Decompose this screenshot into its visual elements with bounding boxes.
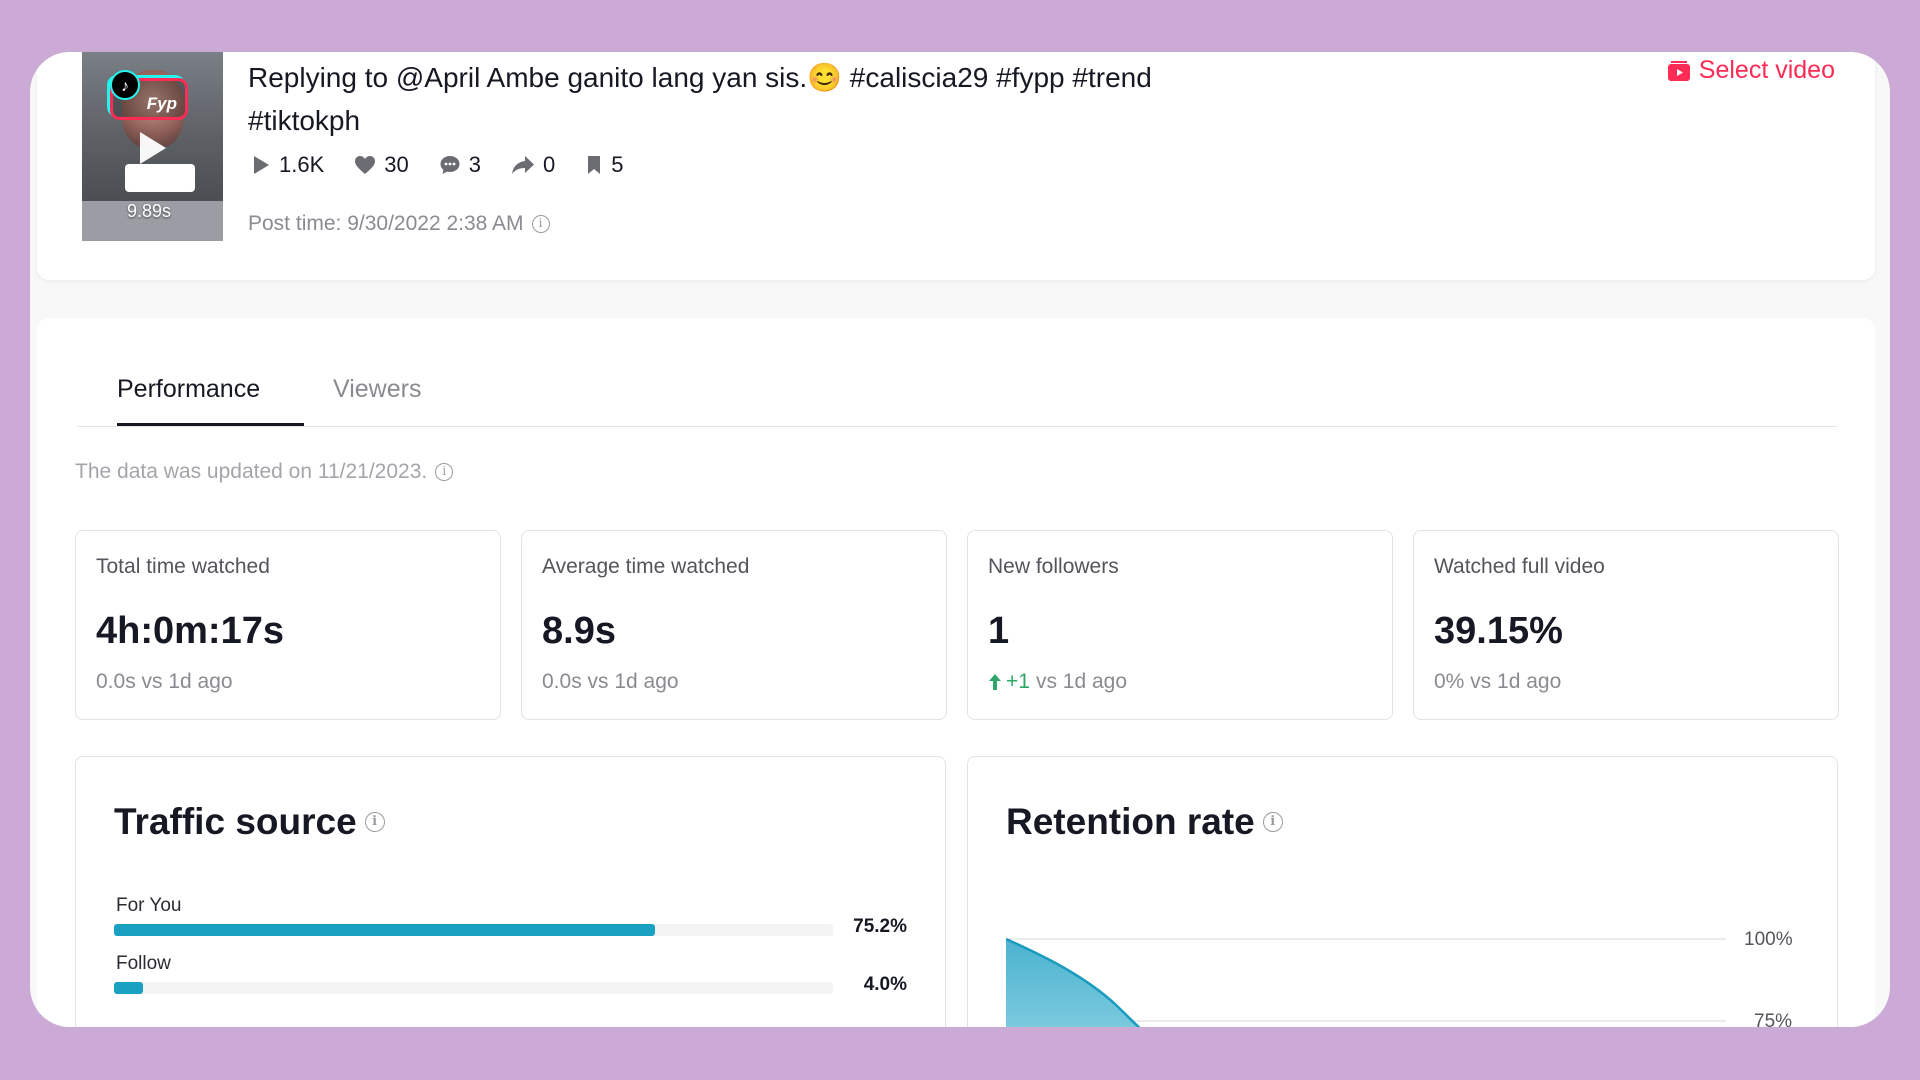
likes-count: 30 [384,152,409,177]
retention-area [1006,939,1139,1027]
metric-label: Average time watched [542,555,750,578]
active-tab-indicator [117,423,304,426]
post-time-text: Post time: 9/30/2022 2:38 AM [248,212,524,235]
metric-label: Watched full video [1434,555,1605,578]
metric-value: 8.9s [542,610,616,652]
metric-label: Total time watched [96,555,270,578]
thumbnail-comment-bubble [125,164,195,192]
retention-rate-card: Retention rate i 100% 75% [967,756,1838,1027]
traffic-row-percent: 75.2% [853,916,907,937]
thumbnail-keyboard [82,201,223,241]
play-icon [254,156,269,174]
post-time: Post time: 9/30/2022 2:38 AM i [248,212,550,236]
retention-line [1006,937,1141,1027]
traffic-row-for-you: For You 75.2% [114,895,907,937]
video-select-icon [1667,60,1690,81]
traffic-source-title-text: Traffic source [114,801,357,842]
metric-compare: 0% vs 1d ago [1434,670,1562,693]
heart-icon [355,156,376,174]
metric-value: 39.15% [1434,610,1563,652]
shares-count: 0 [543,152,556,177]
compare-text: vs 1d ago [1035,670,1128,693]
metric-label: New followers [988,555,1119,578]
video-duration: 9.89s [127,201,172,221]
metric-compare: 0.0s vs 1d ago [96,670,233,693]
traffic-row-label: Follow [116,953,171,974]
video-thumbnail[interactable]: Fyp ♪ 9.89s [82,52,223,241]
traffic-source-card: Traffic source i For You 75.2% Follow 4.… [75,756,946,1027]
metric-compare: 0.0s vs 1d ago [542,670,679,693]
traffic-row-follow: Follow 4.0% [114,953,907,995]
arrow-up-icon [989,674,1001,690]
metric-value: 4h:0m:17s [96,610,284,652]
metric-value: 1 [988,610,1010,652]
traffic-row-percent: 4.0% [863,974,907,995]
app-frame: Fyp ♪ 9.89s Replying to @April Ambe gani… [30,52,1890,1027]
bookmark-icon [588,156,601,174]
traffic-bar-track [114,924,833,936]
play-icon [140,132,166,164]
increase-value: +1 [1006,670,1030,693]
saves-count: 5 [611,152,624,177]
info-icon[interactable]: i [531,215,550,233]
select-video-button[interactable]: Select video [1667,56,1835,85]
likes-stat: 30 [354,152,409,178]
share-icon [512,156,534,174]
retention-chart: 100% 75% [1006,929,1793,1027]
metric-card-watched-full[interactable]: Watched full video 39.15% 0% vs 1d ago [1413,530,1839,720]
info-icon[interactable]: i [1262,812,1283,832]
saves-stat: 5 [585,152,624,178]
select-video-label: Select video [1698,56,1835,84]
traffic-bar-fill [114,982,143,994]
video-title: Replying to @April Ambe ganito lang yan … [248,62,1152,136]
traffic-row-label: For You [116,895,182,916]
comments-stat: 3 [439,152,481,178]
tab-performance[interactable]: Performance [117,375,261,403]
shares-stat: 0 [511,152,555,178]
y-tick-label: 75% [1754,1011,1792,1027]
video-stats: 1.6K 30 3 0 5 [251,152,654,178]
traffic-source-title: Traffic source i [114,801,385,843]
tab-viewers[interactable]: Viewers [333,375,422,403]
info-icon[interactable]: i [364,812,385,832]
analytics-panel: Performance Viewers The data was updated… [37,318,1875,1027]
traffic-bar-fill [114,924,655,936]
metric-card-new-followers[interactable]: New followers 1 +1 vs 1d ago [967,530,1393,720]
increase-indicator: +1 [988,670,1030,694]
metric-card-total-time[interactable]: Total time watched 4h:0m:17s 0.0s vs 1d … [75,530,501,720]
data-updated-text: The data was updated on 11/21/2023. [75,460,428,483]
views-count: 1.6K [279,152,325,177]
metric-compare: +1 vs 1d ago [988,670,1127,694]
traffic-bar-track [114,982,833,994]
info-icon[interactable]: i [435,463,454,481]
comment-icon [440,156,460,174]
views-stat: 1.6K [251,152,324,178]
tiktok-logo-icon: ♪ [110,70,140,100]
data-updated-note: The data was updated on 11/21/2023. i [75,460,454,484]
retention-rate-title: Retention rate i [1006,801,1283,843]
comments-count: 3 [468,152,481,177]
metric-card-average-time[interactable]: Average time watched 8.9s 0.0s vs 1d ago [521,530,947,720]
tab-bar: Performance Viewers [77,318,1837,427]
retention-rate-title-text: Retention rate [1006,801,1255,842]
video-summary-card: Fyp ♪ 9.89s Replying to @April Ambe gani… [37,52,1875,280]
y-tick-label: 100% [1744,929,1793,950]
